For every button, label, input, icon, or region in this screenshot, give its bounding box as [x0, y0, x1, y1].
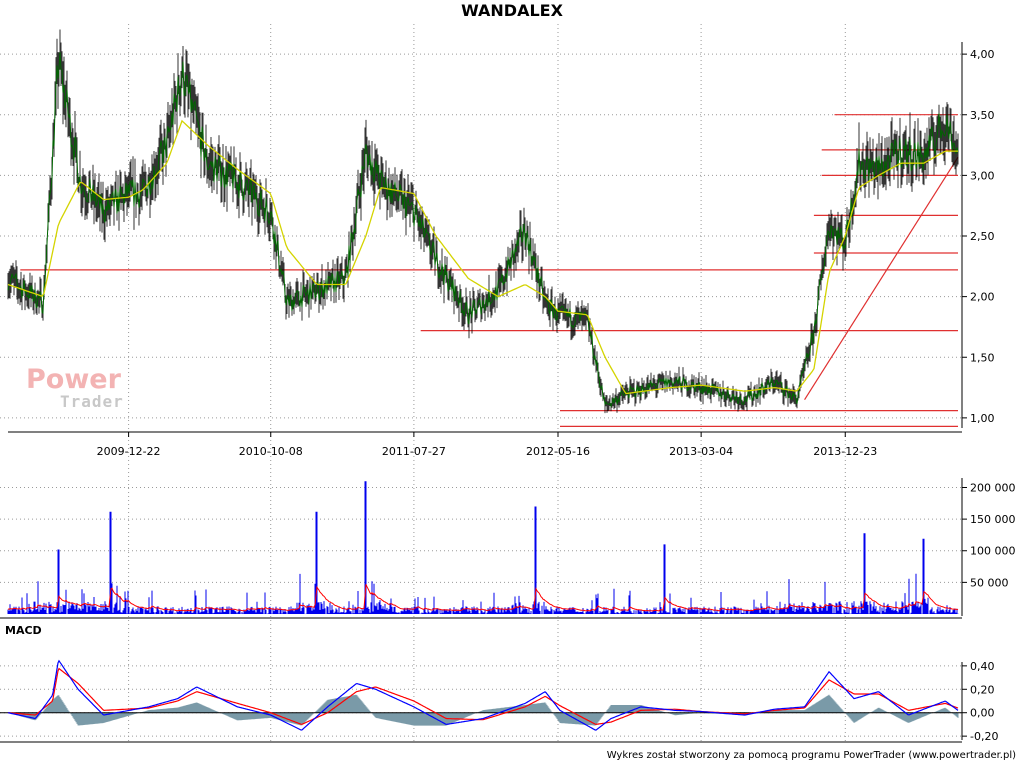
price-chart [7, 29, 959, 414]
price-y-tick-label: 1,50 [970, 351, 995, 364]
price-y-tick-label: 4,00 [970, 48, 995, 61]
x-tick-label: 2013-12-23 [813, 445, 877, 458]
macd-histogram [8, 694, 959, 726]
x-tick-label: 2011-07-27 [382, 445, 446, 458]
price-y-tick-label: 3,50 [970, 109, 995, 122]
volume-y-tick-label: 150 000 [970, 513, 1016, 526]
volume-bars [7, 481, 959, 614]
watermark-trader-text: Trader [60, 392, 124, 411]
price-y-tick-label: 1,00 [970, 412, 995, 425]
grid-lines [0, 24, 962, 744]
price-y-tick-label: 3,00 [970, 169, 995, 182]
footer-credit: Wykres został stworzony za pomocą progra… [606, 750, 1016, 761]
x-tick-label: 2012-05-16 [526, 445, 590, 458]
macd-panel-label: MACD [5, 624, 42, 637]
volume-y-tick-label: 50 000 [970, 576, 1009, 589]
volume-y-tick-label: 200 000 [970, 481, 1016, 494]
macd-chart [0, 659, 962, 731]
price-y-tick-label: 2,50 [970, 230, 995, 243]
support-resistance-lines [20, 114, 959, 427]
uptrend-line [804, 156, 959, 401]
macd-y-tick-label: 0,40 [970, 660, 995, 673]
macd-line [7, 659, 959, 731]
x-tick-label: 2013-03-04 [669, 445, 733, 458]
powertrader-watermark: Power Trader [26, 366, 124, 410]
macd-y-tick-label: 0,20 [970, 683, 995, 696]
moving-average-line [7, 119, 958, 395]
price-line [7, 52, 959, 409]
price-y-tick-label: 2,00 [970, 291, 995, 304]
volume-bars-path [7, 481, 959, 614]
macd-y-tick-label: -0,20 [970, 730, 998, 743]
watermark-power-text: Power [26, 364, 121, 395]
x-tick-label: 2010-10-08 [239, 445, 303, 458]
macd-signal-line [7, 667, 959, 726]
volume-y-tick-label: 100 000 [970, 545, 1016, 558]
axes: 1,00 1,50 2,00 2,50 3,00 3,50 4,00 50 000 100 00… [0, 42, 1016, 743]
volume-average-line [7, 584, 959, 612]
chart-title: WANDALEX [461, 1, 563, 20]
x-tick-label: 2009-12-22 [97, 445, 161, 458]
macd-y-tick-label: 0,00 [970, 707, 995, 720]
